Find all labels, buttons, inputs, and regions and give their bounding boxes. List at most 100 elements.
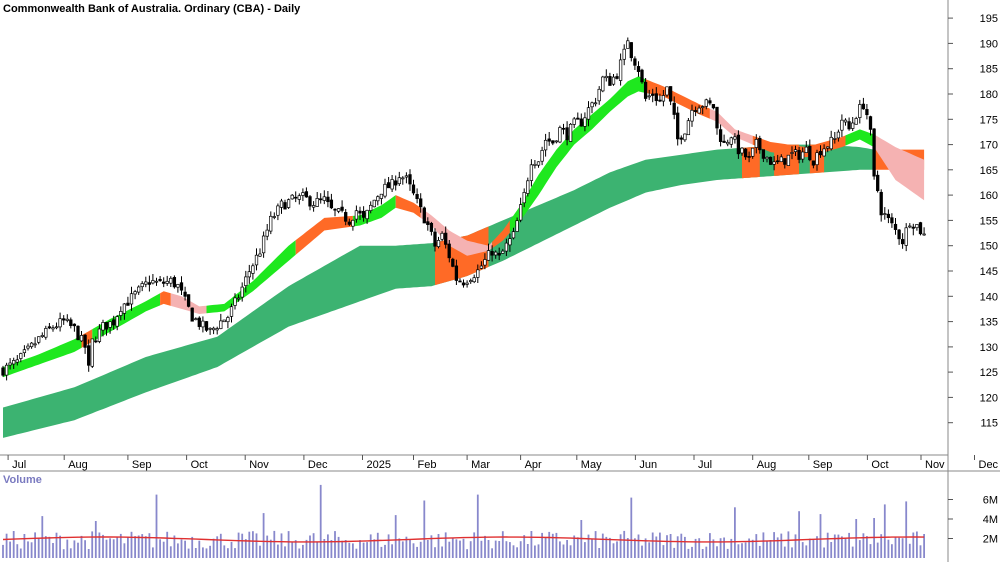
volume-bar <box>323 539 326 558</box>
candle-body <box>643 81 648 99</box>
volume-bar <box>409 539 411 558</box>
candle-body <box>354 210 359 220</box>
candle-body <box>426 221 430 225</box>
volume-bar <box>594 531 597 558</box>
volume-bar <box>84 540 86 558</box>
candle-body <box>44 328 48 338</box>
volume-bar <box>837 534 840 558</box>
candle-body <box>519 204 523 221</box>
candle-body <box>604 75 608 79</box>
volume-bar <box>462 538 465 558</box>
volume-bar <box>441 546 443 558</box>
candle-body <box>401 177 405 180</box>
short-band-segment <box>752 135 846 158</box>
volume-bar <box>851 546 854 558</box>
candle-body <box>258 253 262 257</box>
y-tick-label: 150 <box>980 241 998 253</box>
candle-body <box>840 119 844 131</box>
candle-body <box>876 174 880 192</box>
candle-body <box>918 222 923 235</box>
price-y-axis: 195 190 185 180 175 170 165 160 155 150 145 140 135 1… <box>948 13 998 430</box>
candle-body <box>858 104 862 118</box>
volume-bar <box>184 540 186 558</box>
volume-bar <box>559 541 561 558</box>
candle-body <box>315 198 319 207</box>
candle-body <box>458 280 462 283</box>
candle-body <box>151 280 155 284</box>
volume-bar <box>601 533 604 558</box>
volume-bar <box>2 544 4 558</box>
volume-bar <box>526 544 529 558</box>
volume-bar <box>519 541 522 558</box>
candle-body <box>583 117 587 127</box>
candle-body <box>294 196 298 199</box>
candle-body <box>501 250 505 254</box>
volume-bar <box>187 548 190 558</box>
candle-body <box>476 269 480 278</box>
volume-bar <box>280 533 283 558</box>
candle-body <box>236 297 241 300</box>
candle-body <box>508 238 512 246</box>
volume-bar <box>662 545 665 558</box>
candle-body <box>561 127 566 130</box>
volume-bar <box>776 537 779 558</box>
volume-bar <box>141 534 144 558</box>
volume-bar <box>448 541 451 558</box>
volume-bar <box>77 542 79 558</box>
volume-bar <box>437 534 440 558</box>
volume-bar <box>619 534 622 558</box>
candle-body <box>908 225 912 228</box>
volume-bar <box>630 497 633 558</box>
volume-bar <box>102 534 104 558</box>
candle-body <box>854 118 858 125</box>
candle-body <box>372 199 376 208</box>
volume-bar <box>273 530 276 558</box>
volume-bar <box>302 544 304 558</box>
candle-body <box>890 217 894 224</box>
volume-bar <box>401 541 404 558</box>
candle-body <box>279 200 284 208</box>
x-tick-label: 2025 <box>367 459 391 471</box>
volume-bar <box>12 531 15 558</box>
volume-bar <box>230 541 233 558</box>
candle-body <box>76 325 80 341</box>
candle-body <box>654 93 658 102</box>
volume-bar <box>341 540 344 558</box>
volume-bar <box>391 544 393 558</box>
volume-bar <box>27 541 29 558</box>
short-band-segment <box>709 108 753 145</box>
x-tick-label: Aug <box>757 459 777 471</box>
y-tick-label: 155 <box>980 215 998 227</box>
candle-body <box>361 210 366 218</box>
candle-body <box>568 123 573 142</box>
volume-bar <box>816 536 818 558</box>
candle-body <box>397 177 401 185</box>
candle-body <box>133 291 137 295</box>
y-tick-label: 165 <box>980 165 998 177</box>
candle-body <box>226 317 230 323</box>
volume-bar <box>509 542 511 558</box>
x-tick-label: Apr <box>525 459 542 471</box>
candle-body <box>197 317 201 327</box>
volume-bar <box>116 536 119 558</box>
volume-bar <box>626 538 629 558</box>
candle-body <box>747 156 751 158</box>
candle-body <box>54 326 59 329</box>
candle-body <box>240 286 244 298</box>
candle-body <box>201 320 205 328</box>
volume-bar <box>159 539 161 558</box>
candle-body <box>754 139 758 148</box>
volume-bar <box>434 547 436 558</box>
candle-body <box>472 277 476 283</box>
candle-body <box>283 202 287 210</box>
candle-body <box>101 322 105 331</box>
volume-bar <box>716 546 718 558</box>
y-tick-label: 120 <box>980 392 998 404</box>
candle-body <box>579 118 583 127</box>
volume-bar <box>698 538 701 558</box>
short-band-segment <box>395 195 421 218</box>
volume-bar <box>484 535 486 558</box>
volume-bar <box>908 543 911 558</box>
candle-body <box>208 327 212 330</box>
candle-body <box>333 208 337 211</box>
